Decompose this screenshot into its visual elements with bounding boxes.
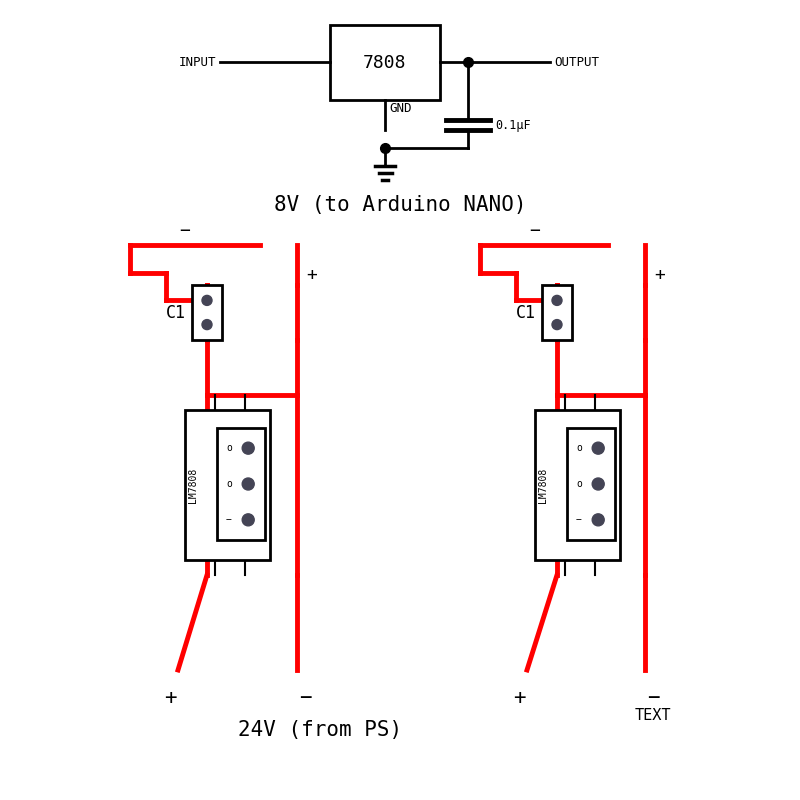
Text: C1: C1 [516, 303, 536, 322]
Circle shape [592, 478, 604, 490]
Text: +: + [513, 688, 526, 708]
Circle shape [552, 295, 562, 306]
Text: LM7808: LM7808 [188, 467, 198, 502]
Bar [217, 428, 265, 540]
Circle shape [242, 442, 254, 454]
Text: TEXT: TEXT [634, 708, 671, 723]
Text: 7808: 7808 [363, 54, 406, 71]
Circle shape [592, 442, 604, 454]
Text: o: o [576, 479, 582, 489]
Bar [185, 410, 270, 560]
Text: o: o [226, 443, 232, 453]
Text: +: + [306, 266, 318, 284]
Text: OUTPUT: OUTPUT [554, 55, 599, 69]
Text: −: − [179, 222, 190, 240]
Text: 24V (from PS): 24V (from PS) [238, 720, 402, 740]
Text: −: − [298, 688, 311, 708]
Circle shape [242, 478, 254, 490]
Circle shape [592, 514, 604, 526]
Text: o: o [226, 479, 232, 489]
Text: 0.1μF: 0.1μF [495, 118, 530, 131]
Text: −: − [646, 688, 659, 708]
Text: C1: C1 [166, 303, 186, 322]
Bar [535, 410, 620, 560]
Circle shape [202, 295, 212, 306]
Circle shape [242, 514, 254, 526]
Text: LM7808: LM7808 [538, 467, 548, 502]
Bar [330, 25, 440, 100]
Text: INPUT: INPUT [178, 55, 216, 69]
Text: +: + [654, 266, 666, 284]
Circle shape [202, 319, 212, 330]
Text: 8V (to Arduino NANO): 8V (to Arduino NANO) [274, 195, 526, 215]
Text: GND: GND [389, 102, 411, 115]
Bar [192, 285, 222, 340]
Text: −: − [226, 515, 232, 525]
Text: −: − [530, 222, 541, 240]
Text: o: o [576, 443, 582, 453]
Text: +: + [164, 688, 176, 708]
Bar [567, 428, 615, 540]
Text: −: − [576, 515, 582, 525]
Circle shape [552, 319, 562, 330]
Bar [542, 285, 572, 340]
